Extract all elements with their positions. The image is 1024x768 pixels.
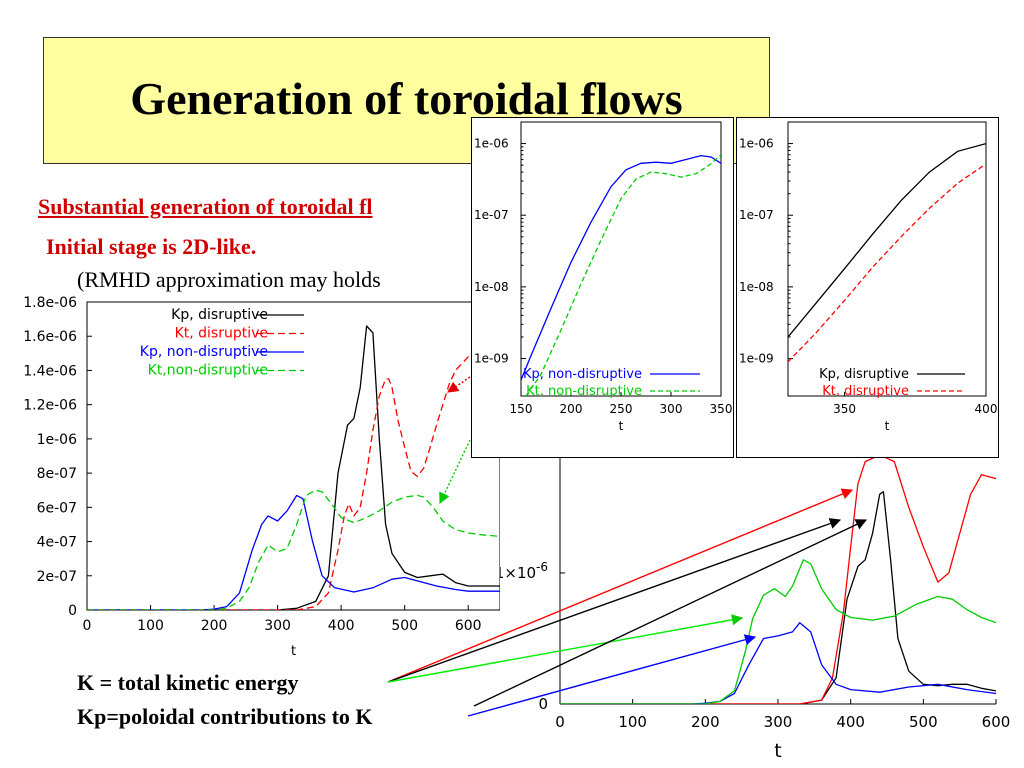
- series-group: [788, 142, 986, 363]
- y-tick-label: 1.6e-06: [23, 329, 77, 345]
- x-tick-label: 300: [264, 618, 291, 634]
- y-tick-label: 1e-07: [474, 208, 509, 222]
- y-tick-label: 6e-07: [37, 500, 77, 516]
- plot-frame: [86, 301, 500, 611]
- plot-frame: [787, 121, 987, 397]
- x-tick-label: 200: [560, 402, 583, 416]
- y-tick-label: 1.4e-06: [23, 363, 77, 379]
- x-tick-label: 400: [328, 618, 355, 634]
- y-tick-label: 4e-07: [37, 535, 77, 551]
- y-tick-label: 1e-09: [739, 352, 774, 366]
- y-tick-label: 1e-06: [739, 137, 774, 151]
- x-tick-label: 200: [201, 618, 228, 634]
- x-tick-label: 500: [909, 713, 938, 731]
- legend-label: Kt, non-disruptive: [526, 384, 642, 399]
- plot-frame: [520, 121, 722, 397]
- x-tick-label: 150: [510, 402, 533, 416]
- x-axis-label: t: [774, 740, 781, 762]
- legend-label: Kp, non-disruptive: [523, 367, 642, 382]
- chart-inset-nondisruptive: 150 200 250 300 350 1e-09 1e-08 1e-07 1e-06 t Kp, …: [474, 121, 733, 433]
- y-tick-label: 1e-09: [474, 352, 509, 366]
- x-tick-label: 0: [83, 618, 92, 634]
- legend-label: Kt, disruptive: [822, 384, 909, 399]
- x-tick-label: 200: [691, 713, 720, 731]
- x-tick-label: 100: [137, 618, 164, 634]
- inset-right-frame: [736, 117, 999, 458]
- inset-left-frame: [471, 117, 734, 458]
- y-tick-label: 8e-07: [37, 466, 77, 482]
- series-line-3: [560, 559, 996, 704]
- legend-label: Kp, non-disruptive: [140, 344, 268, 360]
- x-tick-label: 350: [710, 402, 733, 416]
- series-line-1: [788, 163, 986, 363]
- y-tick-label: 1e-08: [474, 280, 509, 294]
- x-tick-label: 300: [660, 402, 683, 416]
- series-line-3: [87, 489, 500, 610]
- series-line-1: [525, 154, 721, 396]
- legend-kp-text: Kp=poloidal contributions to K: [77, 704, 373, 729]
- series-line-1: [87, 356, 500, 610]
- chart-inset-disruptive: 350 400 1e-09 1e-08 1e-07 1e-06 t Kp, disruptiv…: [739, 121, 998, 433]
- chart-main-left: 0 100 200 300 400 500 600 0 2e-07 4e-07 6e-07 8e-07…: [23, 295, 500, 659]
- rmhd-note: (RMHD approximation may holds: [77, 267, 381, 292]
- x-tick-label: 400: [975, 402, 998, 416]
- series-line-0: [788, 142, 986, 338]
- legend-label: Kt,non-disruptive: [148, 363, 268, 379]
- x-tick-label: 400: [836, 713, 865, 731]
- y-tick-label: 1.8e-06: [23, 295, 77, 311]
- x-tick-label: 350: [833, 402, 856, 416]
- series-line-2: [560, 622, 996, 704]
- slide-title: Generation of toroidal flows: [130, 73, 683, 124]
- y-tick-label: 1.2e-06: [23, 398, 77, 414]
- series-line-0: [521, 154, 721, 381]
- y-tick-label: 1e-07: [739, 208, 774, 222]
- y-tick-label: 1e-08: [739, 280, 774, 294]
- series-line-1: [560, 455, 996, 704]
- x-tick-label: 0: [555, 713, 565, 731]
- series-group: [521, 154, 721, 396]
- y-tick-label: 0: [68, 603, 77, 619]
- series-group: [560, 455, 996, 704]
- legend-label: Kt, disruptive: [175, 326, 268, 342]
- x-axis-label: t: [291, 644, 296, 659]
- series-line-0: [560, 491, 996, 704]
- y-tick-exponent: -6: [536, 560, 548, 574]
- legend-label: Kp, disruptive: [171, 307, 268, 323]
- x-tick-label: 250: [610, 402, 633, 416]
- x-axis-label: t: [885, 419, 890, 433]
- y-tick-label: 1e-06: [474, 137, 509, 151]
- legend-k-text: K = total kinetic energy: [77, 670, 299, 695]
- x-tick-label: 600: [982, 713, 1011, 731]
- x-tick-label: 300: [764, 713, 793, 731]
- y-tick-label: 0: [538, 695, 548, 713]
- chart-main-right: 0 100 200 300 400 500 600 0 1×10-6 t: [500, 455, 1011, 762]
- y-tick-label: 1e-06: [37, 432, 77, 448]
- legend-label: Kp, disruptive: [819, 367, 909, 382]
- subtitle-text: Substantial generation of toroidal fl: [38, 194, 373, 219]
- y-tick-label: 1×10-6: [500, 560, 548, 582]
- y-tick-label: 2e-07: [37, 569, 77, 585]
- x-tick-label: 100: [618, 713, 647, 731]
- initial-stage-text: Initial stage is 2D-like.: [46, 234, 257, 259]
- x-axis-label: t: [619, 419, 624, 433]
- series-line-2: [87, 494, 500, 610]
- x-tick-label: 600: [455, 618, 482, 634]
- x-tick-label: 500: [391, 618, 418, 634]
